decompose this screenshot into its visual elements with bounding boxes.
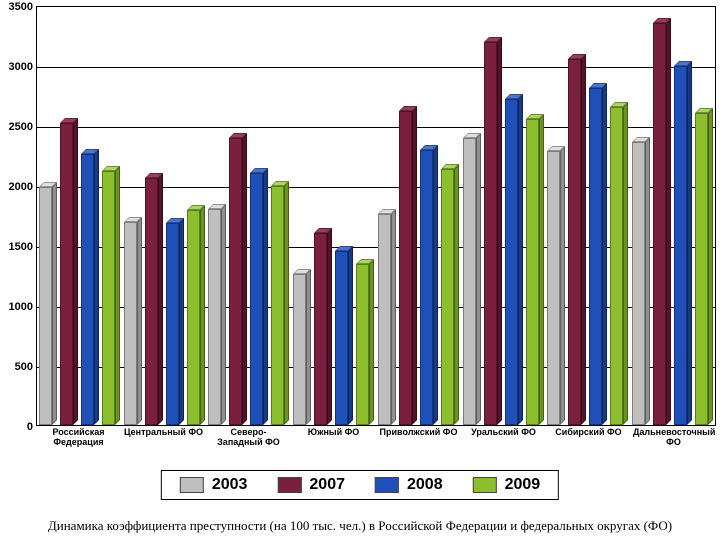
legend-item: 2009 <box>473 476 541 494</box>
legend-item: 2003 <box>180 476 248 494</box>
y-tick-label: 3000 <box>9 61 37 73</box>
x-axis-label: Уральский ФО <box>461 428 546 448</box>
chart-plot-area: 0500100015002000250030003500 <box>36 6 716 426</box>
bar <box>547 151 565 425</box>
legend-item: 2007 <box>277 476 345 494</box>
bar <box>293 274 311 425</box>
bar-group <box>39 123 120 425</box>
bar <box>378 214 396 425</box>
bar <box>250 173 268 425</box>
legend-label: 2008 <box>407 476 443 494</box>
legend-swatch <box>375 477 399 493</box>
bar <box>441 169 459 425</box>
bar-groups-container <box>37 7 715 425</box>
x-axis-labels: Российская ФедерацияЦентральный ФОСеверо… <box>36 428 716 448</box>
bar-group <box>547 59 628 425</box>
bar <box>420 150 438 425</box>
bar <box>314 233 332 425</box>
bar <box>589 88 607 425</box>
bar <box>271 186 289 425</box>
bar <box>166 223 184 425</box>
bar <box>145 178 163 425</box>
legend-swatch <box>180 477 204 493</box>
bar-group <box>632 23 713 425</box>
bar <box>356 264 374 425</box>
x-axis-label: Российская Федерация <box>36 428 121 448</box>
bar <box>399 111 417 425</box>
y-tick-label: 1500 <box>9 241 37 253</box>
bar <box>653 23 671 425</box>
y-tick-label: 2500 <box>9 121 37 133</box>
bar <box>39 187 57 425</box>
bar <box>526 119 544 425</box>
bar <box>505 99 523 425</box>
x-axis-label: Сибирский ФО <box>546 428 631 448</box>
y-tick-label: 2000 <box>9 181 37 193</box>
bar-group <box>124 178 205 425</box>
legend: 2003 2007 2008 2009 <box>161 470 559 500</box>
legend-swatch <box>277 477 301 493</box>
bar <box>463 138 481 425</box>
x-axis-label: Северо-Западный ФО <box>206 428 291 448</box>
bar <box>484 42 502 425</box>
legend-label: 2009 <box>505 476 541 494</box>
bar-group <box>293 233 374 425</box>
x-axis-label: Приволжский ФО <box>376 428 461 448</box>
legend-label: 2007 <box>309 476 345 494</box>
bar <box>102 171 120 425</box>
chart-caption: Динамика коэффициента преступности (на 1… <box>0 518 720 534</box>
bar <box>610 107 628 425</box>
bar-group <box>463 42 544 425</box>
y-tick-label: 3500 <box>9 1 37 13</box>
bar <box>229 138 247 425</box>
legend-swatch <box>473 477 497 493</box>
x-axis-label: Южный ФО <box>291 428 376 448</box>
y-tick-label: 500 <box>15 361 37 373</box>
bar <box>674 66 692 425</box>
x-axis-label: Центральный ФО <box>121 428 206 448</box>
bar <box>335 251 353 425</box>
bar-group <box>208 138 289 425</box>
legend-item: 2008 <box>375 476 443 494</box>
x-axis-label: Дальневосточный ФО <box>631 428 716 448</box>
bar <box>187 210 205 425</box>
bar <box>124 222 142 425</box>
legend-label: 2003 <box>212 476 248 494</box>
bar <box>60 123 78 425</box>
bar <box>695 113 713 425</box>
bar <box>568 59 586 425</box>
y-tick-label: 1000 <box>9 301 37 313</box>
bar-group <box>378 111 459 425</box>
bar <box>81 154 99 425</box>
bar <box>632 142 650 425</box>
bar <box>208 209 226 425</box>
